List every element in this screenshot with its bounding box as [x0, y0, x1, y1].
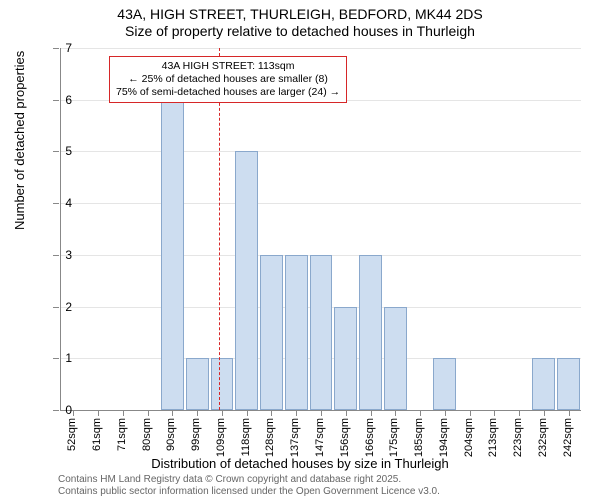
x-tick-label: 128sqm: [264, 418, 276, 457]
y-tick-label: 2: [47, 300, 72, 314]
x-tick-label: 242sqm: [562, 418, 574, 457]
x-tick-label: 80sqm: [141, 418, 153, 451]
x-tick: [271, 410, 272, 416]
histogram-bar: [384, 307, 407, 410]
x-tick-label: 185sqm: [413, 418, 425, 457]
histogram-bar: [433, 358, 456, 410]
histogram-bar: [334, 307, 357, 410]
x-tick: [296, 410, 297, 416]
histogram-bar: [161, 100, 184, 410]
y-tick-label: 5: [47, 144, 72, 158]
gridline: [61, 48, 581, 49]
x-tick-label: 71sqm: [116, 418, 128, 451]
plot-area: 43A HIGH STREET: 113sqm ← 25% of detache…: [60, 48, 581, 411]
x-tick-label: 156sqm: [339, 418, 351, 457]
histogram-bar: [359, 255, 382, 410]
gridline: [61, 151, 581, 152]
annotation-line3: 75% of semi-detached houses are larger (…: [116, 86, 340, 99]
x-tick: [395, 410, 396, 416]
y-tick-label: 6: [47, 93, 72, 107]
x-tick: [569, 410, 570, 416]
annotation-box: 43A HIGH STREET: 113sqm ← 25% of detache…: [109, 56, 347, 103]
x-tick: [371, 410, 372, 416]
histogram-bar: [211, 358, 234, 410]
x-tick: [172, 410, 173, 416]
annotation-line1: 43A HIGH STREET: 113sqm: [116, 60, 340, 73]
x-tick-label: 109sqm: [215, 418, 227, 457]
footer-line2: Contains public sector information licen…: [58, 486, 440, 498]
x-tick: [73, 410, 74, 416]
y-tick-label: 1: [47, 351, 72, 365]
x-tick-label: 223sqm: [512, 418, 524, 457]
x-tick: [123, 410, 124, 416]
x-axis-label: Distribution of detached houses by size …: [0, 456, 600, 471]
x-tick: [222, 410, 223, 416]
x-tick: [148, 410, 149, 416]
x-tick: [544, 410, 545, 416]
histogram-bar: [186, 358, 209, 410]
x-tick: [445, 410, 446, 416]
x-tick: [98, 410, 99, 416]
y-tick-label: 0: [47, 403, 72, 417]
x-tick-label: 118sqm: [240, 418, 252, 456]
x-tick: [346, 410, 347, 416]
x-tick-label: 232sqm: [537, 418, 549, 457]
x-tick-label: 137sqm: [289, 418, 301, 457]
x-tick-label: 175sqm: [388, 418, 400, 457]
x-tick-label: 194sqm: [438, 418, 450, 457]
x-tick-label: 213sqm: [487, 418, 499, 457]
y-tick-label: 3: [47, 248, 72, 262]
x-tick: [197, 410, 198, 416]
y-axis-label: Number of detached properties: [12, 51, 27, 230]
x-tick-label: 90sqm: [165, 418, 177, 451]
x-tick-label: 61sqm: [91, 418, 103, 451]
histogram-bar: [260, 255, 283, 410]
title-subtitle: Size of property relative to detached ho…: [0, 23, 600, 40]
y-tick-label: 7: [47, 41, 72, 55]
footer-attribution: Contains HM Land Registry data © Crown c…: [58, 474, 440, 498]
title-address: 43A, HIGH STREET, THURLEIGH, BEDFORD, MK…: [0, 6, 600, 23]
x-tick: [470, 410, 471, 416]
x-tick: [321, 410, 322, 416]
x-tick-label: 52sqm: [66, 418, 78, 451]
histogram-bar: [235, 151, 258, 410]
histogram-bar: [557, 358, 580, 410]
x-tick-label: 166sqm: [364, 418, 376, 457]
y-tick-label: 4: [47, 196, 72, 210]
x-tick: [494, 410, 495, 416]
x-tick: [247, 410, 248, 416]
histogram-bar: [310, 255, 333, 410]
histogram-bar: [532, 358, 555, 410]
x-tick-label: 147sqm: [314, 418, 326, 457]
histogram-bar: [285, 255, 308, 410]
title-block: 43A, HIGH STREET, THURLEIGH, BEDFORD, MK…: [0, 0, 600, 40]
annotation-line2: ← 25% of detached houses are smaller (8): [116, 73, 340, 86]
x-tick: [519, 410, 520, 416]
gridline: [61, 203, 581, 204]
x-tick-label: 99sqm: [190, 418, 202, 451]
x-tick-label: 204sqm: [463, 418, 475, 457]
x-tick: [420, 410, 421, 416]
footer-line1: Contains HM Land Registry data © Crown c…: [58, 474, 440, 486]
